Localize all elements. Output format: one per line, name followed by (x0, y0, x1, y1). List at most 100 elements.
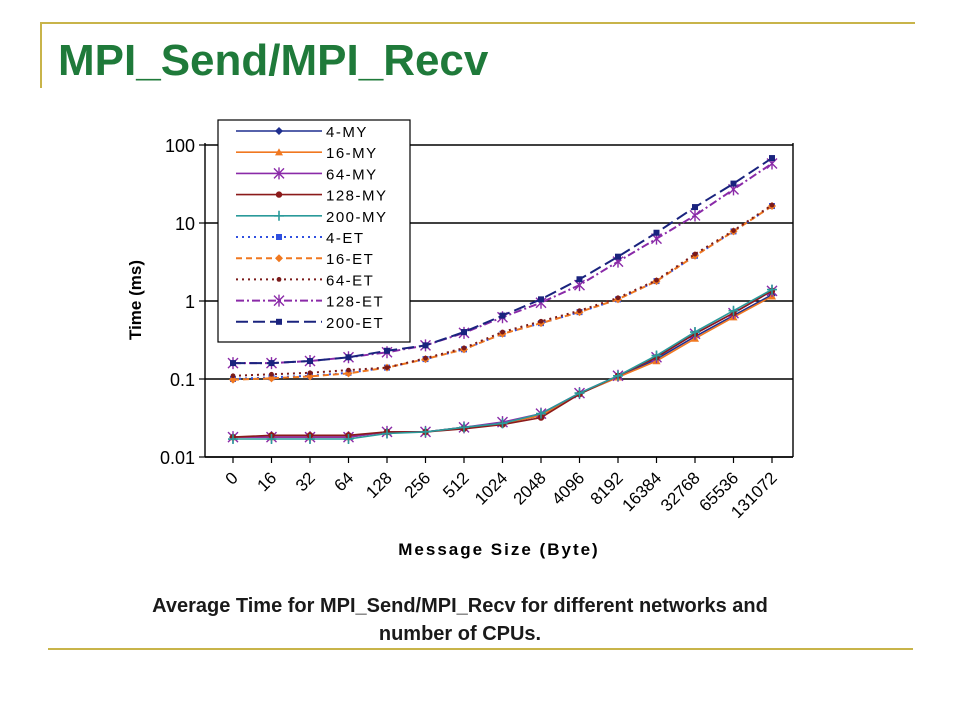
data-point (346, 367, 351, 373)
data-point (420, 426, 431, 437)
legend-item: 128-MY (236, 188, 386, 205)
data-point (538, 318, 544, 324)
data-point (230, 360, 236, 367)
data-point (692, 251, 698, 257)
series-lines (227, 155, 778, 445)
x-tick-label: 2048 (510, 468, 550, 508)
data-point (499, 312, 506, 319)
x-tick-label: 16 (254, 468, 281, 495)
legend-label: 200-ET (326, 315, 384, 332)
legend-item: 200-MY (236, 209, 388, 226)
legend-box (217, 119, 411, 343)
series-200-MY (228, 284, 777, 445)
data-point (230, 373, 236, 379)
x-axis-label: Message Size (Byte) (398, 540, 599, 559)
legend-swatch-marker (275, 191, 283, 198)
data-point (576, 276, 583, 283)
y-axis-label: Time (ms) (126, 260, 145, 340)
data-point (228, 434, 238, 445)
data-point (497, 418, 508, 429)
data-point (384, 365, 390, 371)
x-tick-label: 16384 (618, 468, 665, 515)
caption-line-1: Average Time for MPI_Send/MPI_Recv for d… (152, 595, 768, 617)
data-point (767, 284, 777, 295)
data-point (615, 253, 621, 260)
data-point (654, 277, 659, 283)
legend-label: 4-ET (326, 230, 365, 247)
data-point (267, 374, 276, 383)
data-point (266, 434, 277, 445)
legend-swatch-marker (274, 210, 284, 221)
chart-caption: Average Time for MPI_Send/MPI_Recv for d… (60, 592, 860, 648)
data-point (343, 434, 354, 445)
x-tick-labels: 0 16 32 64 128 256 512102420484096819216384327… (222, 457, 781, 522)
x-tick-label: 4096 (548, 468, 588, 508)
legend-item: 16-ET (236, 251, 374, 268)
series-line (232, 205, 773, 380)
series-line (232, 204, 773, 377)
legend-swatch-marker (275, 148, 283, 156)
legend-swatch-marker (273, 167, 285, 180)
legend-item: 64-MY (236, 166, 376, 183)
data-point (577, 308, 582, 314)
data-point (731, 228, 736, 233)
legend-item: 128-ET (236, 294, 384, 311)
data-point (382, 428, 392, 439)
data-point (536, 408, 546, 419)
y-tick-label: 0.01 (160, 448, 195, 468)
data-point (307, 358, 313, 365)
y-tick-label: 100 (165, 136, 195, 156)
legend: 4-MY 16-MY 64-MY 128-MY 200-MY 4-ET 16-ET 64-ET… (217, 119, 411, 343)
data-point (690, 327, 700, 338)
series-64-ET (230, 202, 775, 379)
legend-item: 64-ET (236, 272, 374, 289)
data-point (730, 180, 737, 187)
legend-label: 128-ET (326, 294, 384, 311)
legend-label: 64-ET (326, 272, 374, 289)
x-tick-label: 128 (362, 468, 395, 501)
legend-swatch-marker (276, 234, 282, 240)
legend-swatch-marker (275, 254, 283, 263)
legend-swatch-marker (275, 127, 283, 135)
data-point (574, 388, 585, 399)
y-tick-label: 0.1 (170, 370, 195, 390)
series-200-ET (230, 155, 775, 367)
legend-swatch-marker (276, 277, 282, 282)
legend-item: 16-MY (236, 145, 376, 162)
x-tick-label: 32 (292, 468, 319, 495)
x-tick-label: 256 (401, 468, 434, 501)
data-point (307, 370, 313, 376)
data-point (653, 229, 660, 236)
data-point (459, 422, 469, 433)
legend-swatch-marker (273, 294, 285, 307)
data-point (229, 375, 237, 384)
legend-swatch-marker (276, 318, 282, 325)
legend-label: 16-ET (326, 251, 374, 268)
y-tick-label: 1 (185, 292, 195, 312)
data-point (769, 155, 775, 162)
slide-title: MPI_Send/MPI_Recv (58, 36, 489, 85)
data-point (615, 295, 621, 301)
data-point (461, 329, 467, 336)
data-point (306, 372, 314, 381)
legend-item: 200-ET (236, 315, 384, 332)
x-tick-label: 1024 (471, 468, 511, 508)
caption-line-2: number of CPUs. (378, 623, 542, 645)
data-point (422, 342, 429, 349)
legend-item: 4-ET (236, 230, 365, 247)
legend-item: 4-MY (236, 124, 366, 141)
x-tick-label: 64 (331, 468, 358, 495)
x-tick-label: 32768 (657, 468, 704, 515)
y-tick-labels: 100 10 1 0.1 0.01 (160, 136, 195, 468)
data-point (538, 296, 544, 303)
data-point (269, 371, 274, 377)
data-point (268, 360, 275, 367)
data-point (423, 355, 428, 361)
data-point (651, 350, 662, 361)
data-point (500, 329, 505, 335)
legend-label: 200-MY (326, 209, 388, 226)
data-point (692, 204, 698, 211)
data-point (613, 370, 623, 381)
